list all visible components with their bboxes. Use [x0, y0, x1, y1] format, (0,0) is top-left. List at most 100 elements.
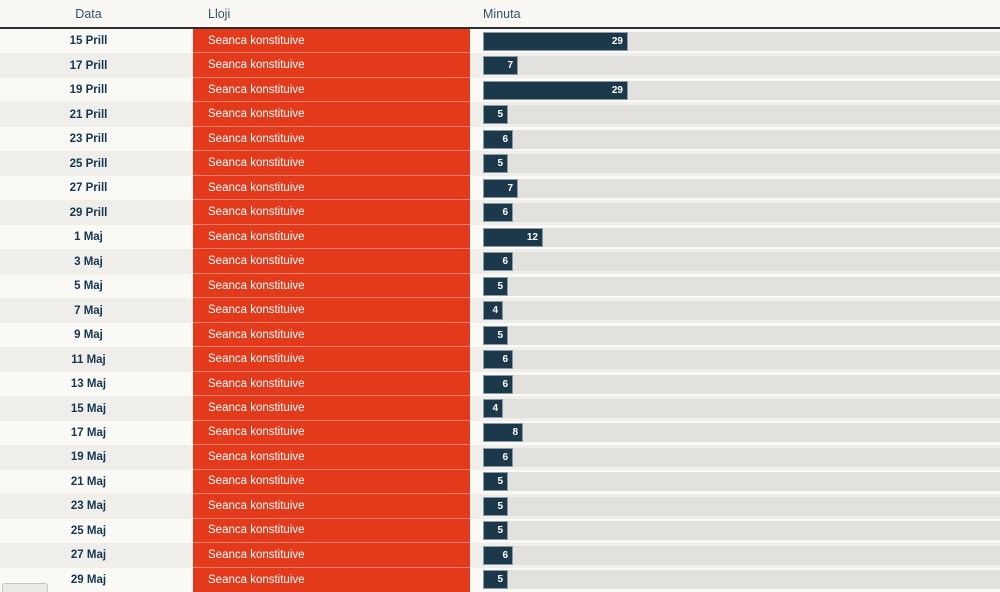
minutes-bar[interactable]: 8: [483, 423, 523, 443]
minutes-bar[interactable]: 4: [483, 301, 503, 321]
bottom-scrollbar-thumb[interactable]: [2, 583, 48, 592]
table-row: 27 Maj Seanca konstituive 6: [0, 543, 1000, 568]
minutes-bar-track: 6: [483, 447, 1000, 467]
minutes-bar-track: 6: [483, 374, 1000, 394]
minutes-bar[interactable]: 4: [483, 399, 503, 418]
minutes-cell: 6: [470, 543, 1000, 567]
date-cell: 17 Maj: [70, 426, 107, 439]
minutes-bar[interactable]: 7: [483, 56, 518, 76]
minutes-bar[interactable]: 29: [483, 80, 628, 100]
column-header-minuta: Minuta: [483, 6, 521, 21]
minutes-cell: 6: [470, 249, 1000, 273]
minutes-bar[interactable]: 6: [483, 447, 513, 467]
minutes-bar[interactable]: 7: [483, 178, 518, 198]
minutes-bar-track: 5: [483, 276, 1000, 296]
date-cell: 29 Maj: [70, 573, 107, 586]
minutes-bar-track: 5: [483, 570, 1000, 590]
table-row: 19 Prill Seanca konstituive 29: [0, 77, 1000, 103]
minutes-cell: 6: [470, 127, 1000, 151]
session-type-cell: Seanca konstituive: [193, 371, 470, 397]
minutes-bar-track: 4: [483, 399, 1000, 418]
minutes-bar-track: 5: [483, 521, 1000, 541]
minutes-bar-track: 5: [483, 325, 1000, 345]
table-row: 3 Maj Seanca konstituive 6: [0, 249, 1000, 274]
minutes-bar[interactable]: 6: [483, 374, 513, 394]
session-type-cell: Seanca konstituive: [193, 175, 470, 201]
date-cell: 1 Maj: [74, 231, 103, 244]
table-row: 11 Maj Seanca konstituive 6: [0, 347, 1000, 372]
table-row: 1 Maj Seanca konstituive 12: [0, 224, 1000, 250]
session-type-cell: Seanca konstituive: [193, 273, 470, 299]
minutes-bar-track: 5: [483, 154, 1000, 174]
minutes-bar[interactable]: 5: [483, 472, 508, 492]
session-type-cell: Seanca konstituive: [193, 322, 470, 348]
date-cell: 27 Maj: [70, 549, 107, 562]
minutes-bar[interactable]: 6: [483, 252, 513, 272]
minutes-bar[interactable]: 6: [483, 203, 513, 223]
session-type-cell: Seanca konstituive: [193, 298, 470, 323]
minutes-bar-track: 8: [483, 423, 1000, 443]
minutes-bar-track: 29: [483, 80, 1000, 100]
date-cell: 15 Prill: [69, 35, 108, 48]
date-cell: 7 Maj: [74, 304, 103, 317]
minutes-bar[interactable]: 12: [483, 227, 543, 247]
minutes-bar[interactable]: 6: [483, 350, 513, 370]
table-row: 17 Maj Seanca konstituive 8: [0, 420, 1000, 446]
session-type-cell: Seanca konstituive: [193, 126, 470, 152]
minutes-bar-track: 7: [483, 178, 1000, 198]
table-row: 19 Maj Seanca konstituive 6: [0, 445, 1000, 470]
minutes-bar[interactable]: 6: [483, 545, 513, 565]
minutes-bar[interactable]: 5: [483, 496, 508, 516]
minutes-bar-track: 5: [483, 472, 1000, 492]
table-row: 15 Maj Seanca konstituive 4: [0, 396, 1000, 421]
minutes-bar-track: 6: [483, 129, 1000, 149]
table-row: 17 Prill Seanca konstituive 7: [0, 53, 1000, 78]
table-row: 13 Maj Seanca konstituive 6: [0, 371, 1000, 397]
minutes-bar-track: 12: [483, 227, 1000, 247]
session-type-cell: Seanca konstituive: [193, 77, 470, 103]
session-type-cell: Seanca konstituive: [193, 151, 470, 176]
table-row: 27 Prill Seanca konstituive 7: [0, 175, 1000, 201]
session-type-cell: Seanca konstituive: [193, 224, 470, 250]
minutes-cell: 7: [470, 176, 1000, 200]
minutes-bar-track: 5: [483, 496, 1000, 516]
date-cell: 17 Prill: [69, 59, 108, 72]
minutes-bar[interactable]: 5: [483, 521, 508, 541]
minutes-bar[interactable]: 29: [483, 31, 628, 51]
session-type-cell: Seanca konstituive: [193, 347, 470, 372]
minutes-bar[interactable]: 5: [483, 276, 508, 296]
session-type-cell: Seanca konstituive: [193, 102, 470, 127]
date-cell: 25 Prill: [69, 157, 108, 170]
session-type-cell: Seanca konstituive: [193, 200, 470, 225]
date-cell: 19 Prill: [69, 84, 108, 97]
table-row: 7 Maj Seanca konstituive 4: [0, 298, 1000, 323]
minutes-cell: 29: [470, 29, 1000, 53]
session-type-cell: Seanca konstituive: [193, 29, 470, 54]
minutes-bar-track: 6: [483, 203, 1000, 223]
minutes-cell: 29: [470, 78, 1000, 102]
date-cell: 25 Maj: [70, 524, 107, 537]
session-type-cell: Seanca konstituive: [193, 396, 470, 421]
minutes-bar[interactable]: 5: [483, 325, 508, 345]
minutes-bar[interactable]: 5: [483, 154, 508, 174]
table-body: 15 Prill Seanca konstituive 29 17 Prill …: [0, 29, 1000, 592]
minutes-bar-track: 29: [483, 31, 1000, 51]
session-type-cell: Seanca konstituive: [193, 494, 470, 519]
minutes-bar-track: 6: [483, 252, 1000, 272]
minutes-bar[interactable]: 5: [483, 570, 508, 590]
column-header-lloji: Lloji: [208, 6, 231, 21]
minutes-cell: 5: [470, 494, 1000, 518]
table-header: Data Lloji Minuta: [0, 0, 1000, 29]
minutes-bar[interactable]: 5: [483, 105, 508, 125]
date-cell: 21 Maj: [70, 475, 107, 488]
minutes-cell: 5: [470, 274, 1000, 298]
minutes-bar[interactable]: 6: [483, 129, 513, 149]
minutes-cell: 8: [470, 421, 1000, 445]
minutes-bar-track: 5: [483, 105, 1000, 125]
minutes-cell: 5: [470, 151, 1000, 175]
session-type-cell: Seanca konstituive: [193, 53, 470, 78]
table-row: 21 Prill Seanca konstituive 5: [0, 102, 1000, 127]
table-row: 23 Maj Seanca konstituive 5: [0, 494, 1000, 519]
minutes-cell: 7: [470, 53, 1000, 77]
